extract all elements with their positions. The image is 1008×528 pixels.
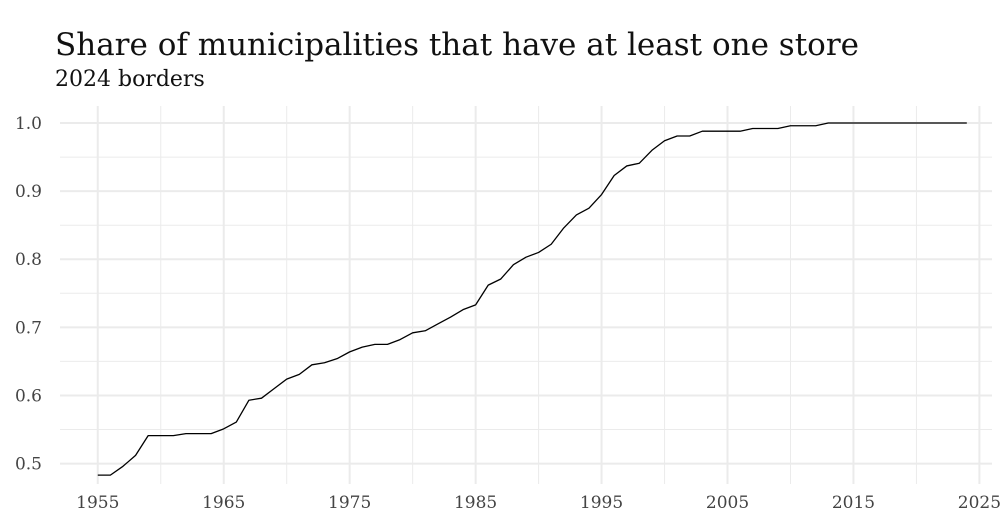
x-axis: 1955 1965 1975 1985 1995 2005 2015 2025 <box>76 493 1001 513</box>
chart-subtitle: 2024 borders <box>55 67 205 92</box>
x-tick-label: 1985 <box>454 493 497 513</box>
x-tick-label: 2015 <box>832 493 875 513</box>
y-tick-label: 0.7 <box>15 318 42 338</box>
y-tick-label: 0.5 <box>15 455 42 475</box>
series-layer <box>97 122 967 476</box>
y-tick-label: 1.0 <box>15 114 42 134</box>
x-tick-label: 2005 <box>706 493 749 513</box>
x-tick-label: 1955 <box>76 493 119 513</box>
y-axis: 0.5 0.6 0.7 0.8 0.9 1.0 <box>15 114 42 475</box>
chart-title: Share of municipalities that have at lea… <box>55 27 860 63</box>
x-tick-label: 1965 <box>202 493 245 513</box>
minor-gridlines <box>60 106 992 484</box>
x-tick-label: 2025 <box>958 493 1001 513</box>
y-tick-label: 0.6 <box>15 386 42 406</box>
major-gridlines <box>60 106 992 484</box>
x-tick-label: 1975 <box>328 493 371 513</box>
x-tick-label: 1995 <box>580 493 623 513</box>
y-tick-label: 0.8 <box>15 250 42 270</box>
series-line <box>97 122 967 476</box>
y-tick-label: 0.9 <box>15 182 42 202</box>
